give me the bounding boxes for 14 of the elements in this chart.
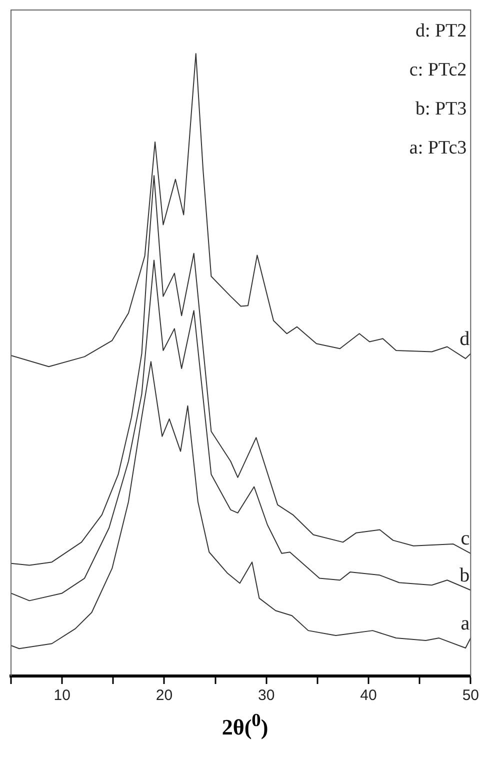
- series-label: b: [460, 564, 470, 586]
- x-tick-label: 40: [360, 687, 377, 704]
- x-tick-label: 10: [54, 687, 70, 704]
- annotation: c: PTc2: [409, 59, 467, 80]
- series-label: c: [460, 528, 470, 550]
- x-axis-title: 2θ($^{0}$): [220, 710, 270, 740]
- x-tick-label: 20: [156, 687, 173, 704]
- series-label: a: [460, 612, 470, 634]
- x-tick-label: 50: [462, 687, 479, 704]
- annotation: a: PTc3: [409, 137, 467, 158]
- annotation: b: PT3: [415, 98, 467, 120]
- x-tick-label: 30: [258, 687, 275, 704]
- series-label: d: [460, 328, 470, 350]
- text: d: PT2: [415, 20, 467, 42]
